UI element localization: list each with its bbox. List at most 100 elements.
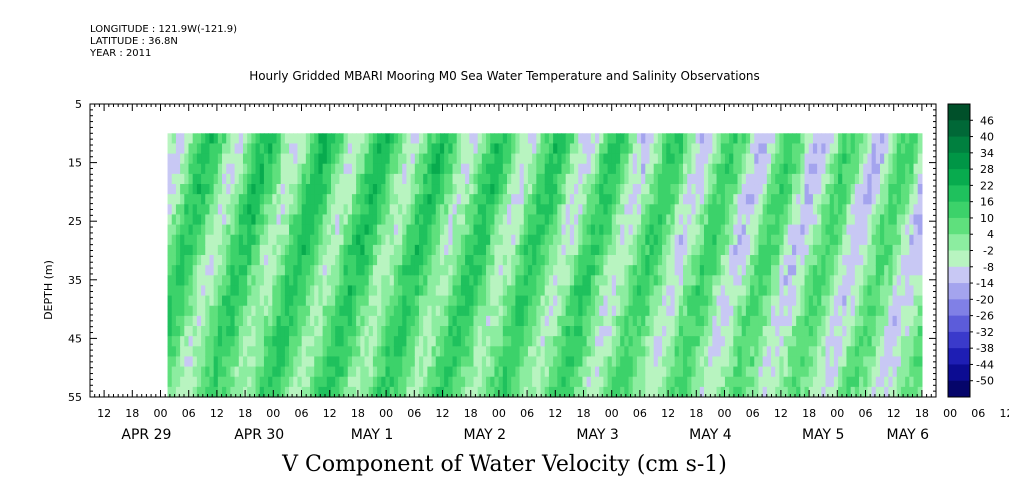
heatmap-cell [335,143,340,155]
heatmap-cell [611,194,617,205]
heatmap-cell [532,244,537,256]
heatmap-cell [595,265,600,276]
heatmap-cell [817,234,822,246]
heatmap-cell [724,386,730,398]
heatmap-cell [674,305,680,317]
heatmap-cell [565,386,571,398]
heatmap-cell [314,204,320,216]
heatmap-cell [678,143,684,155]
heatmap-cell [322,386,328,398]
heatmap-cell [590,173,596,185]
heatmap-cell [817,285,822,297]
heatmap-cell [787,366,793,378]
heatmap-cell [238,255,244,266]
heatmap-cell [565,265,571,276]
heatmap-cell [703,143,709,155]
heatmap-cell [381,356,387,368]
heatmap-cell [724,133,730,145]
heatmap-cell [276,143,282,155]
heatmap-cell [737,173,743,185]
heatmap-cell [297,386,303,398]
heatmap-cell [439,255,445,266]
heatmap-cell [800,376,806,388]
heatmap-cell [402,285,408,297]
heatmap-cell [226,194,232,205]
heatmap-cell [699,305,705,317]
heatmap-cell [431,163,437,175]
heatmap-cell [615,336,621,347]
heatmap-cell [427,315,433,327]
heatmap-cell [419,234,424,246]
heatmap-cell [175,163,181,175]
heatmap-cell [280,173,286,185]
heatmap-cell [540,153,546,165]
heatmap-cell [691,133,697,145]
heatmap-cell [343,173,349,185]
heatmap-cell [595,133,600,145]
heatmap-cell [259,153,265,165]
heatmap-cell [209,143,215,155]
heatmap-cell [297,315,303,327]
heatmap-cell [875,315,881,327]
heatmap-cell [720,153,726,165]
heatmap-cell [318,265,324,276]
heatmap-cell [796,173,801,185]
heatmap-cell [879,224,885,236]
heatmap-cell [825,234,831,246]
heatmap-cell [741,275,747,287]
heatmap-cell [896,366,902,378]
heatmap-cell [905,366,910,378]
heatmap-cell [247,163,252,175]
heatmap-cell [406,346,412,358]
heatmap-cell [900,204,906,216]
heatmap-cell [175,295,181,307]
heatmap-cell [217,153,223,165]
heatmap-cell [444,376,449,388]
heatmap-cell [419,285,424,297]
heatmap-cell [724,336,730,347]
heatmap-cell [879,305,885,317]
heatmap-cell [167,275,173,287]
heatmap-cell [318,346,324,358]
heatmap-cell [217,326,223,337]
heatmap-cell [209,386,215,398]
heatmap-cell [310,194,315,205]
heatmap-cell [540,305,546,317]
heatmap-cell [456,295,462,307]
heatmap-cell [909,143,915,155]
heatmap-cell [322,346,328,358]
heatmap-cell [879,255,885,266]
heatmap-cell [406,285,412,297]
heatmap-cell [900,234,906,246]
heatmap-cell [678,204,684,216]
heatmap-cell [888,163,894,175]
heatmap-cell [209,315,215,327]
heatmap-cell [854,224,860,236]
heatmap-cell [796,163,801,175]
heatmap-cell [653,346,659,358]
heatmap-cell [750,265,755,276]
heatmap-cell [234,386,240,398]
heatmap-cell [917,326,923,337]
heatmap-cell [171,255,177,266]
heatmap-cell [750,326,755,337]
heatmap-cell [427,194,433,205]
heatmap-cell [498,194,504,205]
heatmap-cell [574,346,579,358]
heatmap-cell [875,346,881,358]
heatmap-cell [590,305,596,317]
heatmap-cell [716,275,722,287]
heatmap-cell [699,224,705,236]
heatmap-cell [892,184,898,195]
heatmap-cell [553,163,558,175]
heatmap-cell [842,336,848,347]
heatmap-cell [787,234,793,246]
heatmap-cell [532,265,537,276]
heatmap-cell [896,204,902,216]
heatmap-cell [448,153,454,165]
heatmap-cell [356,143,361,155]
heatmap-cell [490,295,496,307]
heatmap-cell [259,184,265,195]
heatmap-cell [247,386,252,398]
heatmap-cell [854,295,860,307]
